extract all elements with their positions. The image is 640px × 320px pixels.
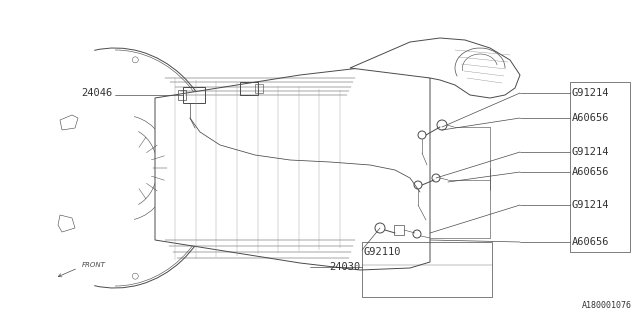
Polygon shape	[60, 115, 78, 130]
Circle shape	[418, 131, 426, 139]
Text: G91214: G91214	[572, 147, 609, 157]
Text: G92110: G92110	[363, 247, 401, 257]
Bar	[570, 82, 630, 252]
Bar	[255, 84, 263, 93]
Circle shape	[432, 174, 440, 182]
Circle shape	[174, 97, 180, 103]
Bar	[183, 87, 205, 103]
Text: FRONT: FRONT	[82, 262, 106, 268]
Text: A60656: A60656	[572, 237, 609, 247]
Polygon shape	[155, 68, 430, 270]
Text: 24030: 24030	[329, 262, 360, 272]
Text: A180001076: A180001076	[582, 301, 632, 310]
Circle shape	[414, 181, 422, 189]
Polygon shape	[350, 38, 520, 98]
Circle shape	[191, 165, 196, 171]
Text: A60656: A60656	[572, 167, 609, 177]
Text: A60656: A60656	[572, 113, 609, 123]
Text: G91214: G91214	[572, 88, 609, 98]
Bar	[394, 225, 404, 235]
Circle shape	[174, 233, 180, 239]
Circle shape	[437, 120, 447, 130]
Circle shape	[413, 230, 421, 238]
Circle shape	[375, 223, 385, 233]
Bar	[362, 242, 492, 297]
Circle shape	[132, 273, 138, 279]
Text: G91214: G91214	[572, 200, 609, 210]
Polygon shape	[58, 215, 75, 232]
Bar	[240, 82, 258, 95]
Circle shape	[132, 57, 138, 63]
Text: 24046: 24046	[81, 88, 112, 98]
Bar	[178, 90, 186, 100]
